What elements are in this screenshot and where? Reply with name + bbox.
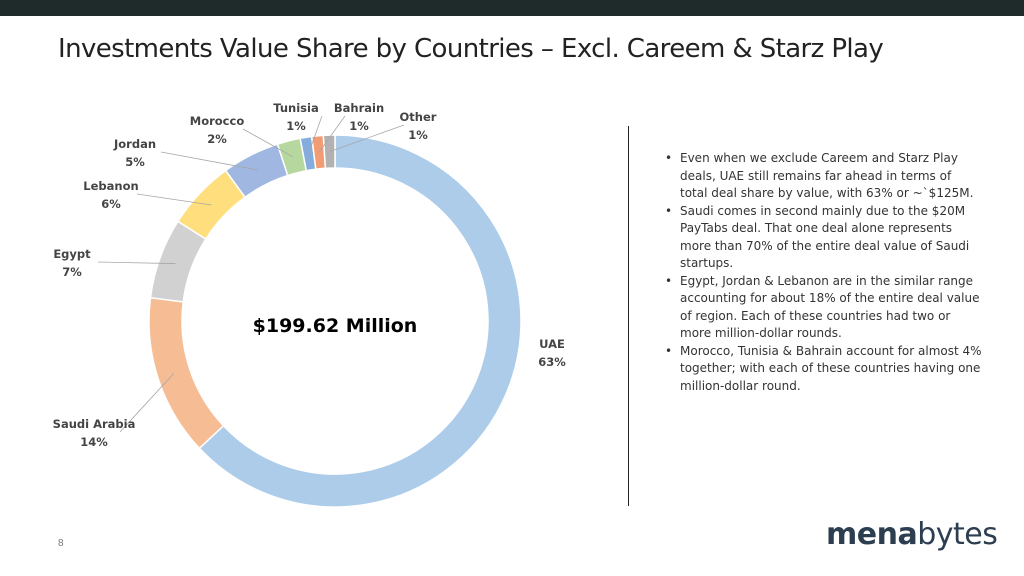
- slice-name-other: Other: [400, 110, 437, 124]
- slice-name-saudi-arabia: Saudi Arabia: [53, 417, 136, 431]
- slice-uae: [198, 134, 522, 508]
- note-item: Egypt, Jordan & Lebanon are in the simil…: [662, 273, 982, 343]
- donut-chart: UAE 63% Saudi Arabia 14% Egypt 7% Lebanon 6% Jor…: [53, 101, 567, 508]
- logo-part-mena: mena: [826, 517, 918, 552]
- slide-title: Investments Value Share by Countries – E…: [58, 34, 884, 64]
- slice-saudi-arabia: [148, 296, 225, 450]
- leader-line-bahrain: [318, 115, 346, 153]
- logo-part-bytes: bytes: [917, 517, 998, 552]
- notes-list: Even when we exclude Careem and Starz Pl…: [662, 150, 982, 395]
- slice-percent-lebanon: 6%: [101, 197, 121, 211]
- top-bar: [0, 0, 1024, 16]
- slice-other: [322, 134, 336, 170]
- divider-line: [628, 126, 629, 506]
- slice-percent-saudi-arabia: 14%: [80, 435, 108, 449]
- slice-percent-other: 1%: [408, 128, 428, 142]
- leader-line-egypt: [97, 261, 176, 264]
- slice-name-uae: UAE: [539, 337, 565, 351]
- slice-percent-morocco: 2%: [207, 132, 227, 146]
- center-total: $199.62 Million: [253, 315, 418, 337]
- leader-line-morocco: [242, 128, 294, 158]
- slice-name-lebanon: Lebanon: [83, 179, 138, 193]
- leader-line-jordan: [160, 151, 259, 171]
- slice-percent-bahrain: 1%: [349, 119, 369, 133]
- slice-percent-tunisia: 1%: [286, 119, 306, 133]
- leader-lines: [97, 115, 405, 433]
- slice-name-jordan: Jordan: [113, 137, 156, 151]
- note-item: Saudi comes in second mainly due to the …: [662, 203, 982, 273]
- slice-name-egypt: Egypt: [53, 247, 91, 261]
- leader-line-lebanon: [136, 193, 212, 206]
- leader-line-tunisia: [308, 115, 323, 154]
- slice-name-morocco: Morocco: [190, 114, 245, 128]
- slice-percent-uae: 63%: [538, 355, 566, 369]
- slice-percent-egypt: 7%: [62, 265, 82, 279]
- slice-labels: UAE 63% Saudi Arabia 14% Egypt 7% Lebanon 6% Jor…: [53, 101, 567, 449]
- page-number: 8: [58, 538, 64, 549]
- slice-name-bahrain: Bahrain: [334, 101, 384, 115]
- note-item: Morocco, Tunisia & Bahrain account for a…: [662, 343, 982, 396]
- menabytes-logo: menabytes: [826, 517, 998, 552]
- slice-percent-jordan: 5%: [125, 155, 145, 169]
- donut-slices: [148, 134, 522, 508]
- note-item: Even when we exclude Careem and Starz Pl…: [662, 150, 982, 203]
- leader-line-saudi-arabia: [119, 373, 175, 433]
- leader-line-other: [329, 124, 405, 152]
- slice-name-tunisia: Tunisia: [273, 101, 318, 115]
